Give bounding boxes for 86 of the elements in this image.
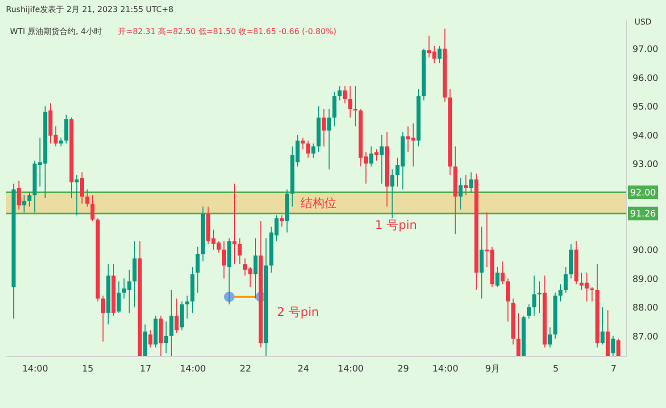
- x-tick-label: 14:00: [180, 364, 206, 374]
- y-tick-label: 95.00: [632, 102, 659, 113]
- candlestick: [342, 86, 347, 104]
- x-tick-label: 14:00: [338, 364, 364, 374]
- candlestick: [22, 194, 26, 213]
- y-tick-label: 94.00: [632, 131, 659, 142]
- candlestick: [500, 260, 505, 285]
- y-tick-label: 97.00: [632, 45, 659, 56]
- candlestick: [64, 114, 68, 144]
- candlestick: [169, 289, 174, 356]
- y-tick-label: 87.00: [632, 332, 659, 342]
- candlestick: [338, 86, 342, 101]
- candlestick: [353, 86, 358, 127]
- y-tick-label: 96.00: [632, 74, 659, 84]
- candlestick: [327, 108, 332, 170]
- candlestick: [464, 174, 468, 196]
- candlestick: [506, 278, 510, 322]
- ref-line-label: 91.26: [630, 210, 656, 220]
- candlestick: [27, 192, 32, 208]
- candlestick: [16, 180, 21, 210]
- x-tick-label: 7: [610, 364, 616, 374]
- candlestick: [85, 188, 90, 208]
- candlestick: [616, 338, 620, 356]
- x-tick-label: 14:00: [22, 364, 48, 374]
- y-tick-label: 89.00: [632, 274, 659, 285]
- x-tick-label: 17: [140, 364, 152, 374]
- candlestick: [196, 246, 200, 294]
- text: 开=82.31 高=82.50 低=81.50 收=81.65 -0.66 (-0.80%): [118, 27, 336, 36]
- candlestick: [369, 146, 374, 167]
- candlestick: [222, 240, 226, 279]
- candlestick: [332, 91, 336, 127]
- candlestick: [532, 275, 536, 316]
- candlestick: [148, 330, 152, 348]
- candlestick: [74, 174, 79, 216]
- candlestick: [480, 226, 484, 300]
- candlestick: [516, 312, 520, 356]
- candlestick: [116, 280, 121, 314]
- candlestick: [611, 335, 616, 356]
- candlestick: [322, 108, 326, 147]
- x-tick-label: 22: [240, 364, 252, 374]
- x-tick-label: 5: [552, 364, 559, 374]
- x-tick-label: 15: [82, 364, 94, 374]
- candlestick: [174, 298, 179, 334]
- x-tick-label: 24: [298, 364, 310, 374]
- text: WTI 原油期货合约, 4小时: [10, 27, 102, 36]
- y-axis-title: USD: [634, 18, 652, 26]
- candlestick: [526, 304, 531, 320]
- candlestick: [132, 240, 137, 308]
- candlestick: [348, 86, 352, 118]
- ref-line-label: 92.00: [630, 188, 656, 198]
- candlestick: [438, 45, 442, 64]
- candlestick: [374, 148, 378, 162]
- candlestick: [90, 194, 95, 222]
- candlestick: [458, 177, 463, 210]
- candlestick: [548, 326, 552, 348]
- candlestick: [564, 266, 568, 294]
- candlestick: [254, 238, 258, 300]
- y-tick-label: 93.00: [632, 160, 659, 170]
- candlestick: [469, 172, 474, 193]
- candlestick: [380, 134, 384, 184]
- candlestick: [311, 142, 316, 158]
- candlestick: [495, 266, 500, 288]
- candlestick: [280, 214, 284, 228]
- candlestick: [238, 238, 242, 265]
- candlestick: [558, 284, 563, 302]
- x-tick-label: 14:00: [432, 364, 459, 374]
- annotation: 2 号pin: [276, 305, 320, 319]
- candlestick: [600, 306, 605, 346]
- x-tick-label: 29: [398, 364, 410, 374]
- annotation: 1 号pin: [374, 218, 418, 232]
- y-tick-label: 90.00: [632, 246, 659, 256]
- y-tick-label: 88.00: [632, 304, 659, 314]
- candlestick: [300, 137, 305, 150]
- text: Rushijife发表于 2月 21, 2023 21:55 UTC+8: [6, 5, 174, 14]
- candlestick: [232, 183, 236, 265]
- candlestick: [101, 295, 106, 342]
- candlestick: [537, 280, 542, 314]
- x-tick-label: 9月: [485, 364, 500, 374]
- candlestick: [80, 172, 84, 204]
- band-label: 结构位: [300, 196, 337, 210]
- candlestick: [590, 286, 594, 302]
- candlestick: [390, 168, 394, 219]
- candlestick: [185, 295, 190, 320]
- candlestick: [180, 300, 184, 331]
- candlestick: [306, 140, 310, 158]
- candlestick: [164, 321, 168, 354]
